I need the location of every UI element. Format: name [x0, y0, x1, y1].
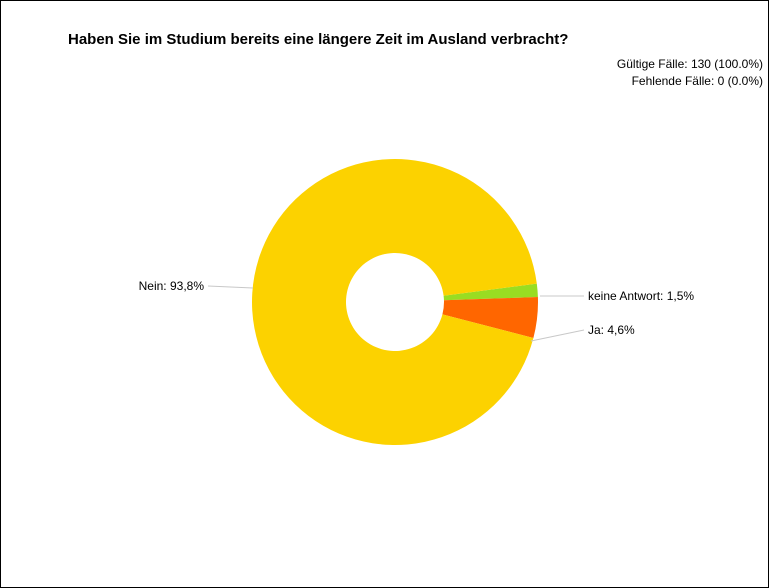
valid-cases-label: Gültige Fälle: 130 (100.0%) — [616, 57, 763, 71]
leader-nein — [207, 285, 254, 289]
slice-nein — [251, 158, 537, 445]
label-keine-antwort: keine Antwort: 1,5% — [588, 289, 694, 303]
leader-ja — [530, 329, 585, 342]
chart-title: Haben Sie im Studium bereits eine länger… — [68, 31, 569, 48]
slice-keine-antwort — [443, 283, 538, 301]
missing-cases-label: Fehlende Fälle: 0 (0.0%) — [631, 74, 763, 88]
label-nein: Nein: 93,8% — [139, 279, 205, 293]
label-ja: Ja: 4,6% — [588, 323, 635, 337]
slice-ja — [442, 297, 538, 339]
